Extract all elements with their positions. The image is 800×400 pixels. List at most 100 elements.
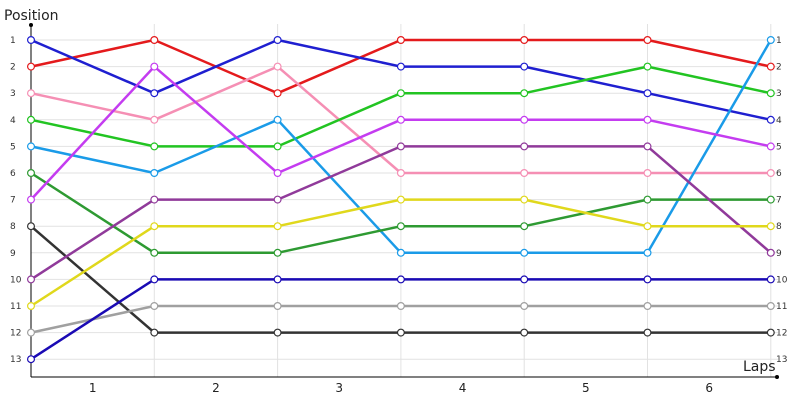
series-8 <box>27 222 775 337</box>
data-point <box>27 169 36 178</box>
data-point <box>396 169 405 178</box>
y-tick-label-right: 1 <box>776 36 782 46</box>
data-point <box>520 169 529 178</box>
data-point <box>766 62 775 71</box>
data-point <box>520 35 529 44</box>
data-point <box>766 35 775 44</box>
y-tick-label-right: 5 <box>776 142 782 152</box>
data-point <box>520 142 529 151</box>
data-point <box>643 222 652 231</box>
y-tick-label-right: 10 <box>776 275 788 285</box>
x-tick-label: 6 <box>705 381 713 395</box>
y-tick-label-right: 9 <box>776 249 782 259</box>
y-tick-label: 5 <box>10 142 16 152</box>
data-point <box>766 328 775 337</box>
series-11 <box>27 302 775 337</box>
x-tick-label: 1 <box>89 381 97 395</box>
y-tick-label-right: 13 <box>776 355 787 365</box>
data-point <box>643 275 652 284</box>
y-tick-label-right: 8 <box>776 222 782 232</box>
data-point <box>150 275 159 284</box>
y-tick-label: 12 <box>10 329 21 339</box>
data-point <box>27 62 36 71</box>
data-point <box>396 89 405 98</box>
data-point <box>150 142 159 151</box>
data-point <box>27 89 36 98</box>
data-point <box>766 248 775 257</box>
data-point <box>520 89 529 98</box>
y-tick-label-right: 2 <box>776 63 782 73</box>
data-point <box>643 62 652 71</box>
series-1 <box>27 35 775 98</box>
data-point <box>27 35 36 44</box>
data-point <box>150 89 159 98</box>
y-tick-label: 7 <box>10 196 16 206</box>
y-tick-label: 4 <box>10 116 16 126</box>
data-point <box>273 115 282 124</box>
data-point <box>27 328 36 337</box>
data-point <box>27 302 36 311</box>
x-axis-arrow <box>775 375 779 379</box>
data-point <box>396 248 405 257</box>
y-tick-label-right: 11 <box>776 302 787 312</box>
series-4 <box>27 62 775 151</box>
y-tick-label: 8 <box>10 222 16 232</box>
data-point <box>643 195 652 204</box>
data-point <box>643 302 652 311</box>
data-point <box>273 62 282 71</box>
x-axis-title: Laps <box>743 359 776 375</box>
data-point <box>643 248 652 257</box>
data-point <box>396 195 405 204</box>
data-point <box>520 248 529 257</box>
data-point <box>520 302 529 311</box>
data-point <box>273 328 282 337</box>
data-point <box>273 248 282 257</box>
y-tick-label: 10 <box>10 275 22 285</box>
data-point <box>766 195 775 204</box>
y-tick-label-right: 6 <box>776 169 782 179</box>
y-tick-label-right: 7 <box>776 196 782 206</box>
x-tick-labels: 1 2 3 4 5 6 <box>89 381 713 395</box>
data-point <box>396 275 405 284</box>
data-point <box>27 142 36 151</box>
data-point <box>766 169 775 178</box>
data-point <box>273 142 282 151</box>
data-point <box>766 115 775 124</box>
series-10 <box>27 195 775 311</box>
y-tick-label: 9 <box>10 249 16 259</box>
data-point <box>27 275 36 284</box>
data-point <box>150 328 159 337</box>
x-tick-label: 2 <box>212 381 220 395</box>
data-point <box>150 222 159 231</box>
data-point <box>27 222 36 231</box>
y-tick-label: 11 <box>10 302 21 312</box>
data-point <box>150 115 159 124</box>
series-2 <box>27 35 775 124</box>
data-point <box>27 115 36 124</box>
data-point <box>273 275 282 284</box>
data-point <box>273 35 282 44</box>
data-point <box>643 35 652 44</box>
data-point <box>273 302 282 311</box>
series-lines <box>27 35 775 364</box>
data-point <box>643 142 652 151</box>
data-point <box>520 62 529 71</box>
series-9 <box>27 142 775 284</box>
y-tick-label: 2 <box>10 63 16 73</box>
data-point <box>643 328 652 337</box>
data-point <box>766 302 775 311</box>
data-point <box>150 169 159 178</box>
data-point <box>27 195 36 204</box>
y-tick-label-right: 4 <box>776 116 782 126</box>
data-point <box>396 142 405 151</box>
data-point <box>643 115 652 124</box>
data-point <box>396 302 405 311</box>
data-point <box>766 89 775 98</box>
series-3 <box>27 62 775 178</box>
y-tick-label-right: 3 <box>776 89 782 99</box>
data-point <box>396 62 405 71</box>
y-tick-label: 1 <box>10 36 16 46</box>
